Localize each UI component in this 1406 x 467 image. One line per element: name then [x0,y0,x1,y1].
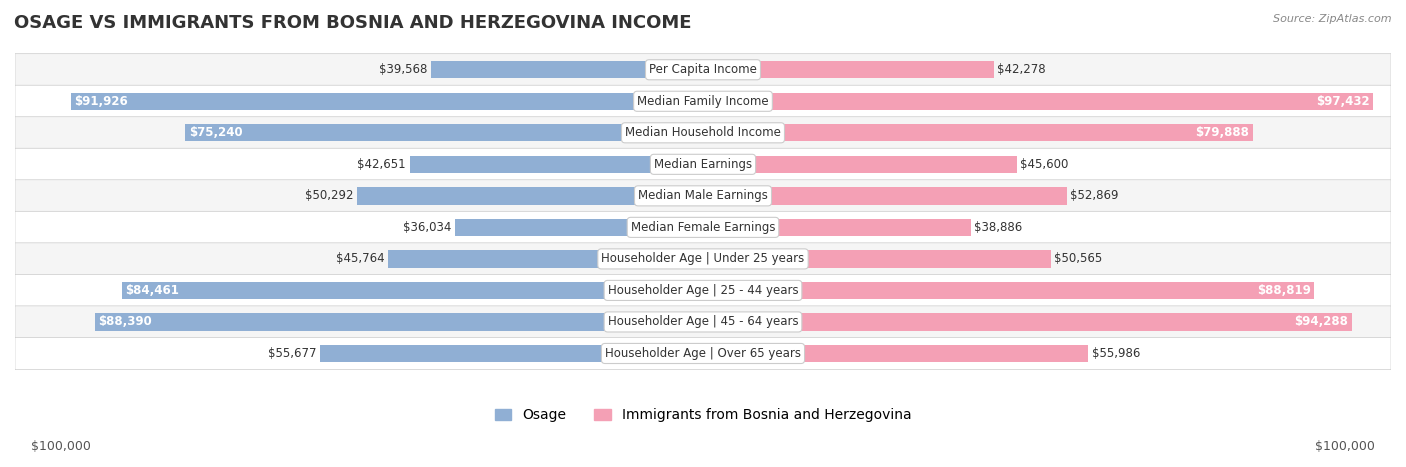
Text: $94,288: $94,288 [1295,315,1348,328]
Text: OSAGE VS IMMIGRANTS FROM BOSNIA AND HERZEGOVINA INCOME: OSAGE VS IMMIGRANTS FROM BOSNIA AND HERZ… [14,14,692,32]
Text: $38,886: $38,886 [974,221,1022,234]
Text: $45,764: $45,764 [336,252,385,265]
Text: Median Male Earnings: Median Male Earnings [638,189,768,202]
Bar [94,313,703,331]
Bar [703,250,1050,268]
Bar [703,156,1017,173]
FancyBboxPatch shape [15,148,1391,180]
Bar [703,282,1315,299]
Text: Householder Age | Over 65 years: Householder Age | Over 65 years [605,347,801,360]
FancyBboxPatch shape [15,54,1391,86]
Text: $100,000: $100,000 [1315,440,1375,453]
FancyBboxPatch shape [15,243,1391,275]
Text: Householder Age | Under 25 years: Householder Age | Under 25 years [602,252,804,265]
Text: $88,390: $88,390 [98,315,152,328]
Text: Householder Age | 25 - 44 years: Householder Age | 25 - 44 years [607,284,799,297]
Text: $55,986: $55,986 [1091,347,1140,360]
Text: $100,000: $100,000 [31,440,91,453]
Bar [703,61,994,78]
FancyBboxPatch shape [15,85,1391,117]
Bar [456,219,703,236]
Bar [703,313,1351,331]
Text: $84,461: $84,461 [125,284,179,297]
Bar [357,187,703,205]
Bar [703,92,1374,110]
Text: $79,888: $79,888 [1195,126,1249,139]
Text: Median Household Income: Median Household Income [626,126,780,139]
Text: Per Capita Income: Per Capita Income [650,63,756,76]
Text: $50,565: $50,565 [1054,252,1102,265]
Text: $91,926: $91,926 [75,95,128,108]
Bar [122,282,703,299]
Text: $42,278: $42,278 [997,63,1046,76]
Text: $52,869: $52,869 [1070,189,1119,202]
FancyBboxPatch shape [15,274,1391,306]
Text: $50,292: $50,292 [305,189,353,202]
Bar [703,219,970,236]
Text: $88,819: $88,819 [1257,284,1310,297]
Text: $36,034: $36,034 [404,221,451,234]
Bar [703,187,1067,205]
Text: $75,240: $75,240 [188,126,242,139]
FancyBboxPatch shape [15,211,1391,243]
Bar [321,345,703,362]
Text: $97,432: $97,432 [1316,95,1369,108]
FancyBboxPatch shape [15,337,1391,369]
Text: $55,677: $55,677 [269,347,316,360]
Text: $39,568: $39,568 [380,63,427,76]
Text: Median Earnings: Median Earnings [654,158,752,171]
Bar [409,156,703,173]
Text: $42,651: $42,651 [357,158,406,171]
Bar [703,124,1253,142]
Bar [186,124,703,142]
FancyBboxPatch shape [15,180,1391,212]
Bar [430,61,703,78]
FancyBboxPatch shape [15,117,1391,149]
Bar [703,345,1088,362]
Bar [70,92,703,110]
Legend: Osage, Immigrants from Bosnia and Herzegovina: Osage, Immigrants from Bosnia and Herzeg… [489,403,917,428]
Text: Median Family Income: Median Family Income [637,95,769,108]
Bar [388,250,703,268]
Text: Median Female Earnings: Median Female Earnings [631,221,775,234]
FancyBboxPatch shape [15,306,1391,338]
Text: Source: ZipAtlas.com: Source: ZipAtlas.com [1274,14,1392,24]
Text: $45,600: $45,600 [1021,158,1069,171]
Text: Householder Age | 45 - 64 years: Householder Age | 45 - 64 years [607,315,799,328]
